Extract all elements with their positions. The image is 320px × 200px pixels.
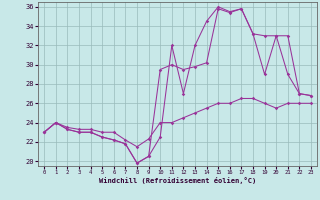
- X-axis label: Windchill (Refroidissement éolien,°C): Windchill (Refroidissement éolien,°C): [99, 177, 256, 184]
